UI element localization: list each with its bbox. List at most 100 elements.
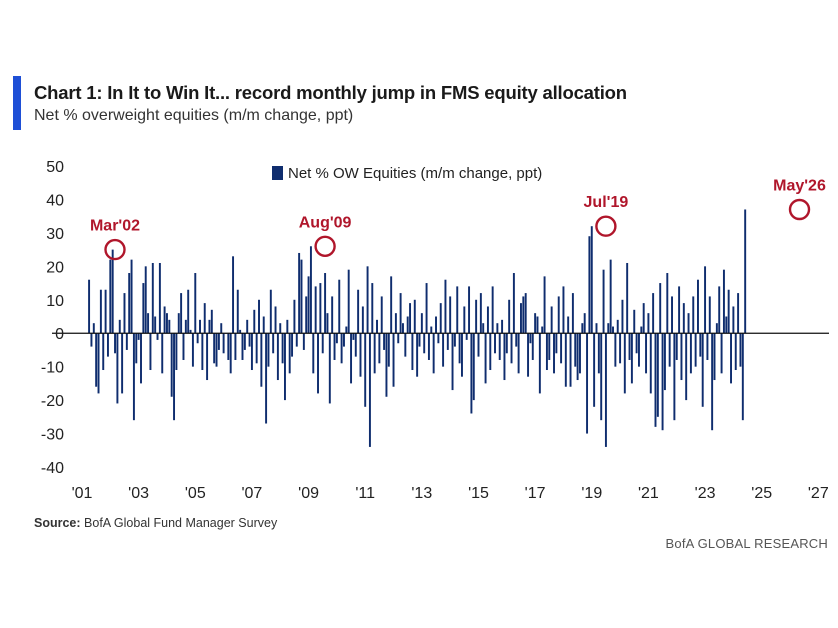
- bar: [600, 333, 603, 421]
- bar: [734, 333, 737, 371]
- bar: [354, 333, 357, 357]
- annotation-label: Jul'19: [584, 194, 629, 211]
- bar: [128, 273, 131, 334]
- bar: [449, 296, 452, 334]
- bar: [612, 326, 614, 334]
- bar: [663, 333, 666, 391]
- bar: [376, 319, 378, 334]
- bar: [621, 299, 624, 334]
- bar: [694, 333, 697, 367]
- bar: [293, 299, 296, 334]
- bar: [607, 323, 610, 334]
- bar: [687, 313, 690, 334]
- bar: [147, 313, 150, 334]
- bar: [404, 333, 407, 357]
- bar: [652, 293, 655, 334]
- bar: [378, 333, 381, 364]
- bar: [177, 313, 180, 334]
- bar: [267, 333, 270, 367]
- bar: [104, 289, 107, 334]
- bar: [595, 323, 598, 334]
- bar: [199, 319, 201, 334]
- bar: [496, 323, 499, 334]
- bar: [550, 306, 553, 334]
- bar: [276, 333, 279, 381]
- bar: [399, 293, 402, 334]
- bar: [562, 286, 565, 334]
- y-tick-label: 20: [46, 259, 64, 276]
- bar: [335, 333, 338, 344]
- bar: [361, 306, 364, 334]
- bar: [486, 306, 489, 334]
- bar: [656, 333, 659, 417]
- title-accent-bar: [13, 76, 21, 130]
- bar: [390, 276, 393, 334]
- bar: [208, 319, 211, 334]
- bar: [222, 333, 225, 354]
- bar: [645, 333, 648, 374]
- annotation-circle: [314, 235, 336, 258]
- bar: [543, 276, 546, 334]
- bar: [321, 333, 324, 354]
- legend-label: Net % OW Equities (m/m change, ppt): [288, 165, 542, 182]
- bar: [149, 333, 152, 371]
- bar: [699, 333, 702, 357]
- annotation-label: Mar'02: [90, 218, 140, 235]
- bar: [536, 316, 539, 334]
- bar: [479, 293, 482, 334]
- bar: [248, 333, 251, 347]
- annotation-label: May'26: [773, 178, 826, 195]
- x-tick-label: '11: [355, 485, 375, 502]
- bar: [638, 333, 640, 367]
- bar: [309, 246, 312, 334]
- bar: [383, 333, 386, 350]
- bar: [371, 283, 374, 334]
- bar: [680, 333, 683, 381]
- annotation-circle: [104, 238, 126, 261]
- bar: [626, 262, 629, 334]
- bar: [439, 303, 442, 334]
- bar: [97, 333, 100, 394]
- bar: [701, 333, 704, 407]
- bar: [295, 333, 298, 347]
- bar: [484, 333, 487, 384]
- y-tick-label: 10: [46, 293, 64, 310]
- bar: [142, 283, 145, 334]
- bar: [324, 273, 327, 334]
- bar: [435, 316, 437, 334]
- bar: [380, 296, 383, 334]
- bar: [671, 296, 673, 334]
- bar: [409, 303, 412, 334]
- bar: [140, 333, 142, 384]
- bar: [116, 333, 119, 404]
- bar: [144, 266, 147, 334]
- legend: Net % OW Equities (m/m change, ppt): [272, 165, 542, 182]
- bar: [413, 299, 416, 334]
- bar: [737, 293, 740, 334]
- bar: [392, 333, 395, 387]
- bar: [727, 289, 730, 334]
- bar: [279, 323, 282, 334]
- bar: [437, 333, 440, 344]
- bar: [274, 306, 277, 334]
- bar: [130, 259, 133, 334]
- bar: [350, 333, 353, 384]
- bar: [553, 333, 555, 374]
- bar: [647, 313, 650, 334]
- bar: [510, 333, 513, 364]
- bar: [579, 333, 581, 374]
- page-subtitle: Net % overweight equities (m/m change, p…: [34, 107, 354, 124]
- bar: [191, 333, 194, 367]
- bar: [678, 286, 681, 334]
- annotation-circle: [595, 215, 617, 237]
- bar: [708, 296, 711, 334]
- bar: [411, 333, 414, 371]
- bar: [722, 269, 725, 334]
- y-tick-label: 30: [46, 226, 64, 243]
- bar: [465, 333, 468, 340]
- bar: [189, 329, 192, 334]
- bar: [581, 323, 584, 334]
- bar: [557, 296, 560, 334]
- x-tick-label: '03: [128, 485, 149, 502]
